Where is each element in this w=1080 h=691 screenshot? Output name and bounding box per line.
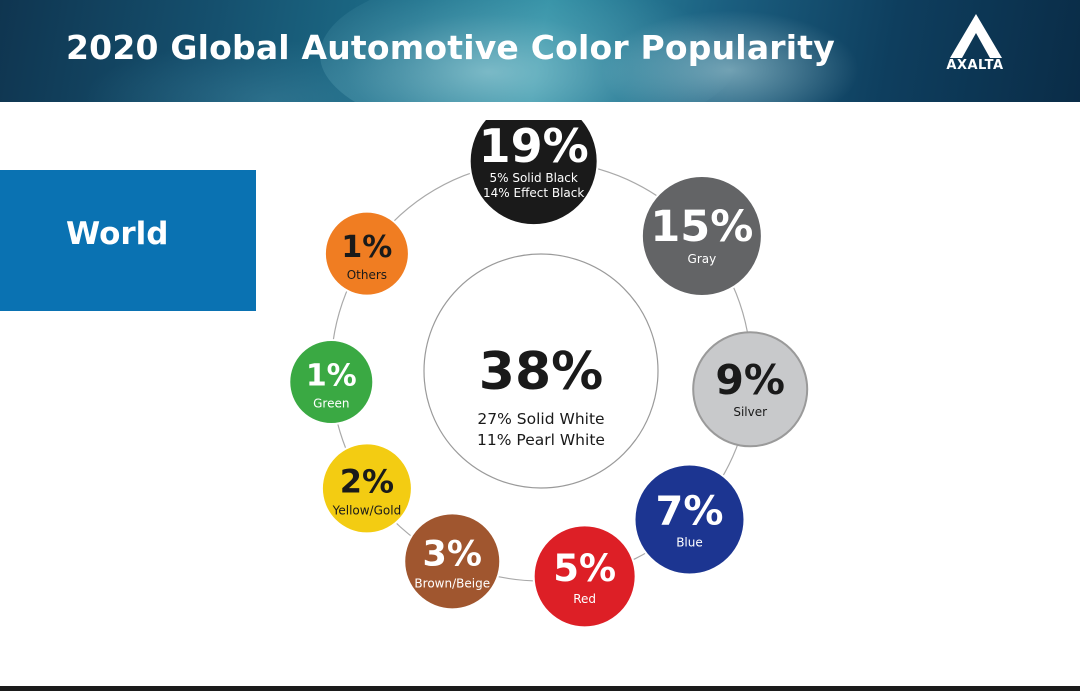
bubble-sub-label: 5% Solid Black [489, 171, 577, 185]
bubble-value: 9% [715, 356, 785, 404]
bubble-label: Red [573, 592, 596, 606]
center-bubble [423, 253, 659, 489]
header-banner: 2020 Global Automotive Color Popularity … [0, 0, 1080, 102]
center-value: 38% [479, 342, 603, 402]
red-bubble [532, 524, 637, 629]
black-bubble [468, 120, 599, 227]
bubble-value: 3% [423, 535, 482, 575]
bubble-value: 2% [340, 462, 394, 500]
silver-bubble [692, 331, 809, 448]
bubble-value: 19% [479, 120, 589, 173]
page-title: 2020 Global Automotive Color Popularity [66, 28, 835, 67]
bubble-label: Yellow/Gold [332, 503, 402, 517]
brown-beige-bubble [403, 512, 502, 611]
region-label: World [66, 216, 169, 252]
logo-text: AXALTA [946, 58, 1004, 73]
banner-wave [320, 0, 740, 102]
bubble-value: 1% [341, 230, 392, 265]
region-panel: World [0, 170, 256, 311]
yellow-gold-bubble [320, 442, 413, 535]
bubble-value: 15% [650, 202, 753, 252]
bubble-label: Others [347, 268, 387, 282]
bubble-label: Brown/Beige [414, 577, 490, 591]
bubble-label: Gray [688, 252, 717, 266]
bubble-label: Silver [733, 405, 767, 419]
axalta-logo-icon [950, 14, 1002, 58]
bottom-bar [0, 686, 1080, 691]
blue-bubble [633, 463, 746, 576]
center-line: 11% Pearl White [477, 431, 605, 449]
bubble-value: 7% [656, 488, 724, 534]
bubble-label: Blue [676, 535, 703, 549]
bubble-sub-label: 14% Effect Black [483, 186, 584, 200]
bubble-value: 5% [553, 547, 616, 590]
gray-bubble [640, 175, 763, 298]
others-bubble [323, 210, 410, 297]
bubble-value: 1% [306, 359, 357, 394]
banner-wave [600, 10, 860, 102]
green-bubble [288, 338, 375, 425]
bubble-label: Green [313, 397, 349, 411]
center-line: 27% Solid White [477, 410, 604, 428]
